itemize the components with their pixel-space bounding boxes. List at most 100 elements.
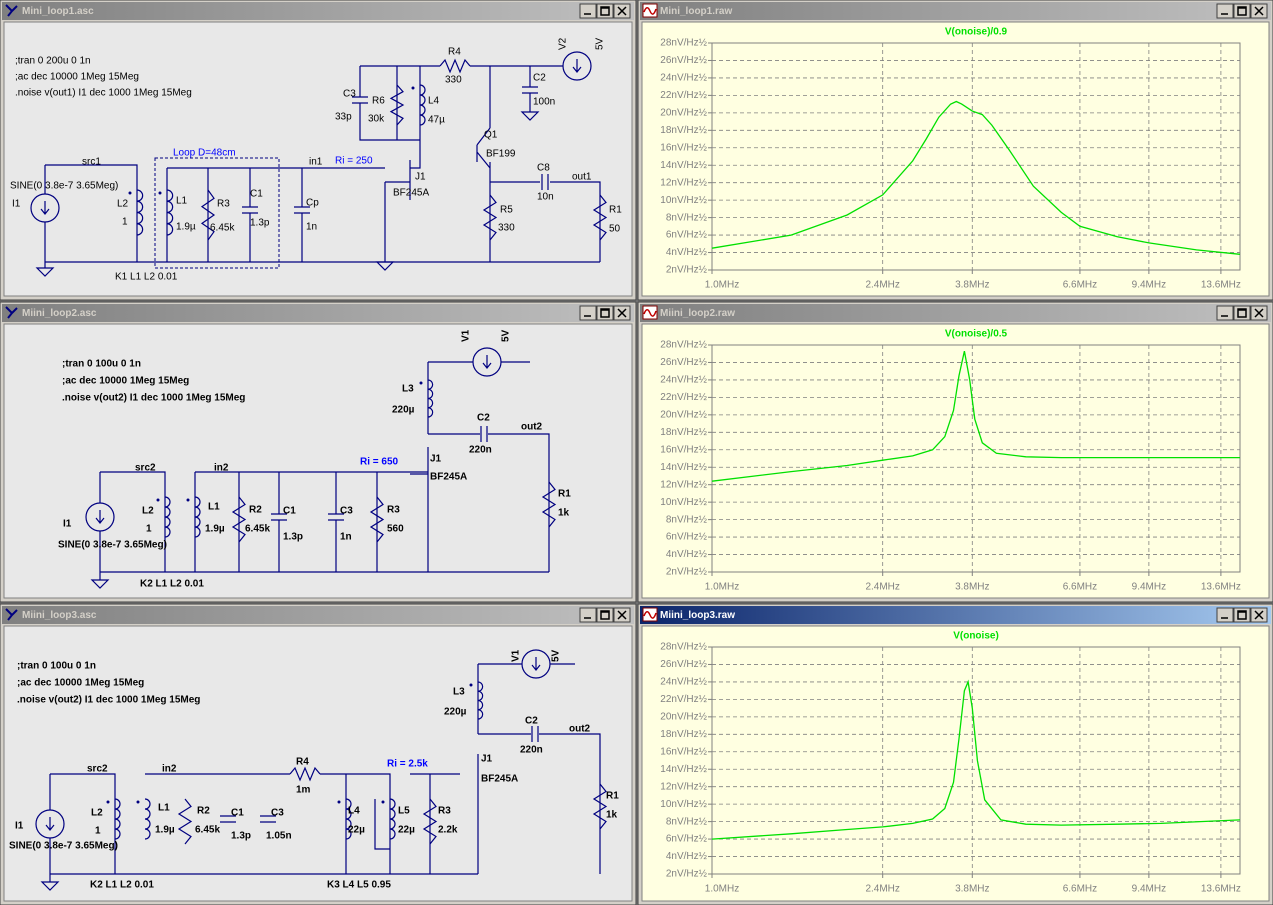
- component-label: BF245A: [481, 774, 518, 785]
- minimize-button[interactable]: [579, 607, 597, 623]
- button-glyph[interactable]: [617, 308, 627, 318]
- close-button[interactable]: [1250, 607, 1268, 623]
- component-label: 5V: [501, 329, 512, 342]
- title-bar: [2, 304, 634, 322]
- button-glyph[interactable]: [1254, 6, 1264, 16]
- button-face[interactable]: [596, 305, 614, 321]
- wires: [44, 65, 601, 268]
- button-glyph[interactable]: [600, 610, 610, 620]
- close-button[interactable]: [613, 607, 631, 623]
- maximize-button[interactable]: [596, 3, 614, 19]
- button-face[interactable]: [596, 607, 614, 623]
- button-face[interactable]: [1233, 3, 1251, 19]
- y-tick-label: 26nV/Hz½: [660, 357, 707, 368]
- button-glyph[interactable]: [1254, 610, 1264, 620]
- button-glyph[interactable]: [600, 308, 610, 318]
- close-button[interactable]: [613, 305, 631, 321]
- component-label: 330: [445, 75, 462, 86]
- noise-trace: [711, 350, 1240, 482]
- component-label: src1: [82, 157, 101, 168]
- component-label: Q1: [484, 130, 498, 141]
- inductor: [114, 798, 121, 840]
- component-label: V2: [558, 37, 569, 50]
- component-label: R2: [197, 806, 210, 817]
- button-glyph[interactable]: [1254, 308, 1264, 318]
- button-face[interactable]: [1233, 305, 1251, 321]
- close-button[interactable]: [613, 3, 631, 19]
- button-glyph[interactable]: [600, 6, 610, 16]
- inductor: [164, 496, 171, 538]
- component-label: L1: [208, 502, 220, 513]
- y-tick-label: 14nV/Hz½: [660, 160, 707, 171]
- trace-label: V(onoise): [953, 631, 999, 642]
- button-face[interactable]: [579, 305, 597, 321]
- schematic-canvas: [3, 323, 633, 599]
- plot-window: Miini_loop3.raw 2nV/Hz½ 4nV/Hz½ 6nV/Hz½ 8nV/…: [637, 603, 1273, 905]
- button-face[interactable]: [1216, 607, 1234, 623]
- y-tick-label: 24nV/Hz½: [660, 677, 707, 688]
- x-tick-label: 3.8MHz: [955, 582, 989, 593]
- button-glyph[interactable]: [1237, 610, 1247, 620]
- button-face[interactable]: [579, 3, 597, 19]
- component-label: 22µ: [398, 825, 415, 836]
- component-label: BF245A: [430, 472, 467, 483]
- cap-gap: [352, 97, 368, 103]
- trace-label: V(onoise)/0.5: [945, 329, 1008, 340]
- minimize-button[interactable]: [1216, 607, 1234, 623]
- y-tick-label: 14nV/Hz½: [660, 764, 707, 775]
- schematic-text: ;tran 0 100u 0 1n ;ac dec 10000 1Meg 15Me…: [58, 329, 571, 589]
- cap-gap: [260, 816, 276, 822]
- plot-frame: [711, 646, 1241, 875]
- y-tick-label: 4nV/Hz½: [666, 247, 708, 258]
- capacitor: [220, 815, 236, 823]
- component-label: R1: [609, 205, 622, 216]
- window-title: Miini_loop3.raw: [660, 610, 735, 621]
- button-face[interactable]: [579, 607, 597, 623]
- capacitor: [271, 513, 287, 521]
- component-label: K2 L1 L2 0.01: [90, 880, 154, 891]
- inductor: [389, 798, 396, 840]
- component-label: 10n: [537, 192, 554, 203]
- component-label: 6.45k: [210, 223, 235, 234]
- maximize-button[interactable]: [1233, 607, 1251, 623]
- component-label: R4: [448, 47, 461, 58]
- y-tick-label: 12nV/Hz½: [660, 177, 707, 188]
- maximize-button[interactable]: [596, 607, 614, 623]
- x-tick-label: 2.4MHz: [865, 280, 899, 291]
- component-label: out2: [569, 724, 591, 735]
- minimize-button[interactable]: [579, 3, 597, 19]
- maximize-button[interactable]: [1233, 3, 1251, 19]
- close-button[interactable]: [1250, 3, 1268, 19]
- maximize-button[interactable]: [596, 305, 614, 321]
- button-glyph[interactable]: [1237, 308, 1247, 318]
- button-glyph[interactable]: [617, 6, 627, 16]
- inductor-dot: [158, 191, 162, 195]
- y-tick-label: 20nV/Hz½: [660, 409, 707, 420]
- resistor: [389, 84, 405, 126]
- button-glyph[interactable]: [1237, 6, 1247, 16]
- icon-schematic: [5, 4, 18, 17]
- y-tick-label: 28nV/Hz½: [660, 642, 707, 653]
- minimize-button[interactable]: [579, 305, 597, 321]
- button-face[interactable]: [1233, 607, 1251, 623]
- ground: [375, 261, 395, 271]
- maximize-button[interactable]: [1233, 305, 1251, 321]
- component-label: R4: [296, 757, 309, 768]
- x-tick-label: 6.6MHz: [1063, 280, 1097, 291]
- resistor: [482, 194, 498, 241]
- button-glyph[interactable]: [617, 610, 627, 620]
- close-button[interactable]: [1250, 305, 1268, 321]
- y-tick-label: 22nV/Hz½: [660, 392, 707, 403]
- component-label: Ri = 250: [335, 156, 373, 167]
- button-face[interactable]: [1216, 305, 1234, 321]
- y-tick-label: 4nV/Hz½: [666, 851, 708, 862]
- spice-directive: .noise v(out2) I1 dec 1000 1Meg 15Meg: [62, 393, 245, 404]
- component-label: 1n: [340, 532, 352, 543]
- button-face[interactable]: [596, 3, 614, 19]
- button-face[interactable]: [1216, 3, 1234, 19]
- component-label: 330: [498, 223, 515, 234]
- minimize-button[interactable]: [1216, 305, 1234, 321]
- y-tick-label: 2nV/Hz½: [666, 567, 708, 578]
- schematic-window: Mini_loop1.asc ;tran 0 200u 0 1n ;ac dec 1…: [0, 0, 637, 301]
- minimize-button[interactable]: [1216, 3, 1234, 19]
